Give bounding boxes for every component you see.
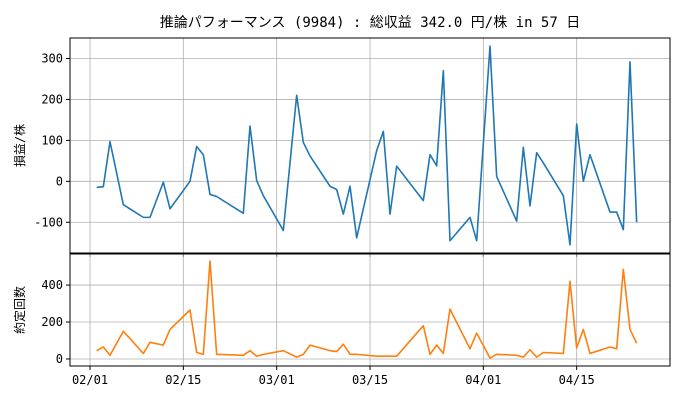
y-axis-label: 約定回数 xyxy=(12,286,27,334)
y-tick-label: 400 xyxy=(41,278,63,292)
x-tick-label: 04/15 xyxy=(559,373,595,387)
y-tick-label: 0 xyxy=(56,174,63,188)
chart-title: 推論パフォーマンス (9984) : 総収益 342.0 円/株 in 57 日 xyxy=(160,15,580,31)
x-tick-label: 02/01 xyxy=(72,373,108,387)
y-tick-label: 100 xyxy=(41,133,63,147)
y-tick-label: 200 xyxy=(41,315,63,329)
data-line xyxy=(96,260,638,359)
x-tick-label: 04/01 xyxy=(465,373,501,387)
y-axis-label: 損益/株 xyxy=(12,124,27,167)
y-tick-label: -100 xyxy=(34,215,63,229)
x-tick-label: 03/15 xyxy=(352,373,388,387)
y-tick-label: 300 xyxy=(41,51,63,65)
x-tick-label: 03/01 xyxy=(259,373,295,387)
y-tick-label: 200 xyxy=(41,92,63,106)
plot-frame xyxy=(69,37,671,254)
plot-frame xyxy=(69,253,671,367)
data-line xyxy=(96,45,638,246)
x-tick-label: 02/15 xyxy=(165,373,201,387)
y-tick-label: 0 xyxy=(56,352,63,366)
